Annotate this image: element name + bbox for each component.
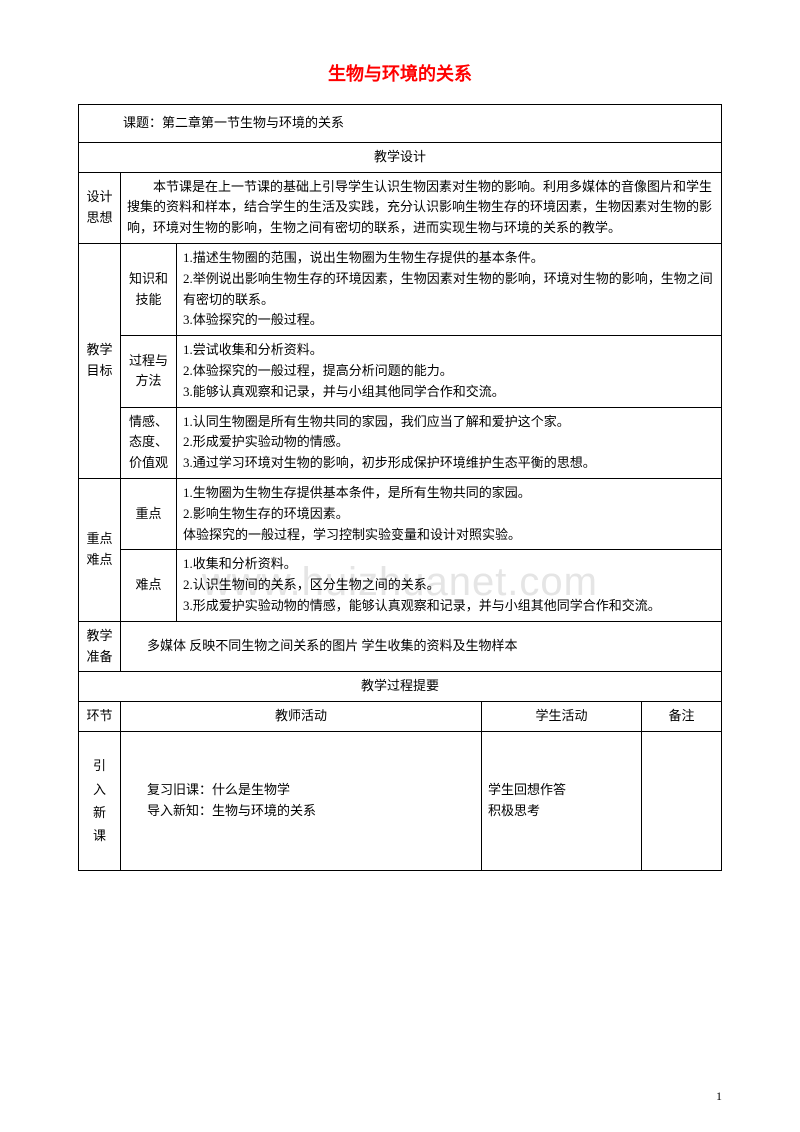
proc-h1: 环节 — [79, 702, 121, 732]
topic-row: 课题：第二章第一节生物与环境的关系 — [79, 105, 722, 143]
proc-phase: 引入新课 — [79, 731, 121, 870]
topic-text: 第二章第一节生物与环境的关系 — [162, 115, 344, 130]
design-idea-row: 设计思想 本节课是在上一节课的基础上引导学生认识生物因素对生物的影响。利用多媒体… — [79, 172, 722, 243]
process-header-row: 环节 教师活动 学生活动 备注 — [79, 702, 722, 732]
proc-note — [642, 731, 722, 870]
process-row-1: 引入新课 复习旧课：什么是生物学 导入新知：生物与环境的关系 学生回想作答 积极… — [79, 731, 722, 870]
goals-process-sub: 过程与方法 — [121, 336, 177, 407]
section-design-row: 教学设计 — [79, 142, 722, 172]
document-title: 生物与环境的关系 — [78, 60, 722, 86]
section-process-row: 教学过程提要 — [79, 672, 722, 702]
key-nd-text: 1.收集和分析资料。 2.认识生物间的关系，区分生物之间的关系。 3.形成爱护实… — [177, 550, 722, 621]
goals-label: 教学目标 — [79, 243, 121, 478]
key-zd-row: 重点难点 重点 1.生物圈为生物生存提供基本条件，是所有生物共同的家园。 2.影… — [79, 478, 722, 549]
design-idea-text: 本节课是在上一节课的基础上引导学生认识生物因素对生物的影响。利用多媒体的音像图片… — [121, 172, 722, 243]
section-design-header: 教学设计 — [79, 142, 722, 172]
goals-emotion-sub: 情感、态度、价值观 — [121, 407, 177, 478]
goals-knowledge-text: 1.描述生物圈的范围，说出生物圈为生物生存提供的基本条件。 2.举例说出影响生物… — [177, 243, 722, 335]
proc-student: 学生回想作答 积极思考 — [482, 731, 642, 870]
key-label: 重点难点 — [79, 478, 121, 621]
proc-h3: 学生活动 — [482, 702, 642, 732]
goals-knowledge-row: 教学目标 知识和技能 1.描述生物圈的范围，说出生物圈为生物生存提供的基本条件。… — [79, 243, 722, 335]
prep-row: 教学准备 多媒体 反映不同生物之间关系的图片 学生收集的资料及生物样本 — [79, 621, 722, 672]
goals-emotion-text: 1.认同生物圈是所有生物共同的家园，我们应当了解和爱护这个家。 2.形成爱护实验… — [177, 407, 722, 478]
key-zd-sub: 重点 — [121, 478, 177, 549]
page-number: 1 — [716, 1089, 722, 1104]
key-nd-row: 难点 1.收集和分析资料。 2.认识生物间的关系，区分生物之间的关系。 3.形成… — [79, 550, 722, 621]
goals-knowledge-sub: 知识和技能 — [121, 243, 177, 335]
proc-h2: 教师活动 — [121, 702, 482, 732]
prep-label: 教学准备 — [79, 621, 121, 672]
prep-text: 多媒体 反映不同生物之间关系的图片 学生收集的资料及生物样本 — [121, 621, 722, 672]
lesson-plan-table: 课题：第二章第一节生物与环境的关系 教学设计 设计思想 本节课是在上一节课的基础… — [78, 104, 722, 871]
topic-label: 课题： — [123, 115, 162, 130]
section-process-header: 教学过程提要 — [79, 672, 722, 702]
key-zd-text: 1.生物圈为生物生存提供基本条件，是所有生物共同的家园。 2.影响生物生存的环境… — [177, 478, 722, 549]
proc-teacher: 复习旧课：什么是生物学 导入新知：生物与环境的关系 — [121, 731, 482, 870]
design-idea-label: 设计思想 — [79, 172, 121, 243]
key-nd-sub: 难点 — [121, 550, 177, 621]
proc-h4: 备注 — [642, 702, 722, 732]
goals-process-row: 过程与方法 1.尝试收集和分析资料。 2.体验探究的一般过程，提高分析问题的能力… — [79, 336, 722, 407]
goals-process-text: 1.尝试收集和分析资料。 2.体验探究的一般过程，提高分析问题的能力。 3.能够… — [177, 336, 722, 407]
goals-emotion-row: 情感、态度、价值观 1.认同生物圈是所有生物共同的家园，我们应当了解和爱护这个家… — [79, 407, 722, 478]
